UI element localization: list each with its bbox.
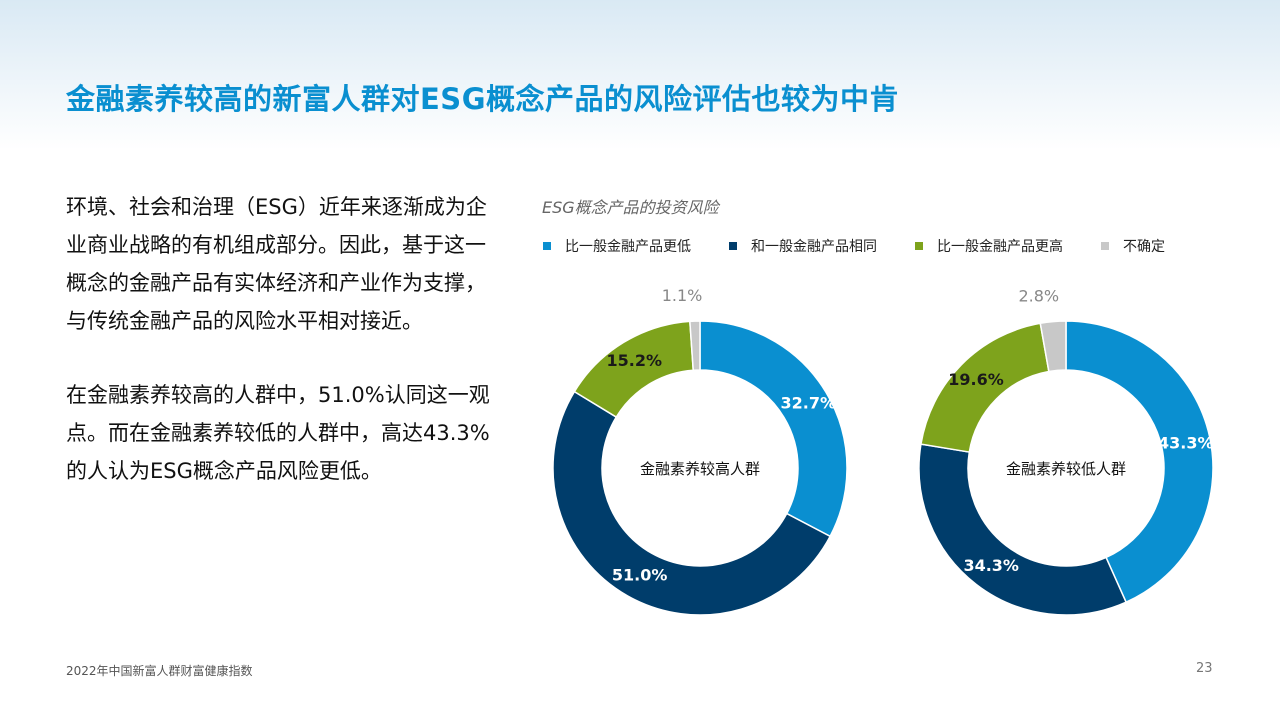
donut-chart-1: 32.7% 51.0% 15.2% 1.1% 金融素养较高人群 bbox=[552, 286, 848, 616]
donut-chart-2: 43.3% 34.3% 19.6% 2.8% 金融素养较低人群 bbox=[918, 287, 1214, 616]
donut-center-label: 金融素养较高人群 bbox=[640, 460, 760, 478]
page-number: 23 bbox=[1196, 661, 1213, 676]
chart-title: ESG概念产品的投资风险 bbox=[542, 198, 719, 217]
legend-label-same: 和一般金融产品相同 bbox=[751, 239, 877, 255]
donut-label-higher: 15.2% bbox=[606, 351, 662, 370]
donut-slice-unsure bbox=[689, 320, 701, 372]
donut-charts: 32.7% 51.0% 15.2% 1.1% 金融素养较高人群 43.3% 34.3% 19.… bbox=[552, 286, 1214, 616]
page-title: 金融素养较高的新富人群对ESG概念产品的风险评估也较为中肯 bbox=[66, 82, 900, 116]
footer-source: 2022年中国新富人群财富健康指数 bbox=[66, 664, 253, 678]
legend-swatch-lower bbox=[543, 242, 551, 250]
body-text: 环境、社会和治理（ESG）近年来逐渐成为企业商业战略的有机组成部分。因此，基于这… bbox=[66, 188, 506, 526]
legend-label-higher: 比一般金融产品更高 bbox=[937, 239, 1063, 255]
donut-label-unsure: 2.8% bbox=[1018, 287, 1059, 306]
chart-legend: 比一般金融产品更低 和一般金融产品相同 比一般金融产品更高 不确定 bbox=[543, 236, 1165, 256]
donut-slice-lower bbox=[1065, 320, 1214, 604]
legend-swatch-unsure bbox=[1101, 242, 1109, 250]
donut-slice-same bbox=[552, 390, 832, 616]
donut-label-higher: 19.6% bbox=[948, 370, 1004, 389]
legend-item-higher: 比一般金融产品更高 bbox=[915, 236, 1063, 256]
legend-item-unsure: 不确定 bbox=[1101, 236, 1165, 256]
legend-swatch-same bbox=[729, 242, 737, 250]
donut-label-lower: 32.7% bbox=[781, 394, 837, 413]
legend-swatch-higher bbox=[915, 242, 923, 250]
legend-label-unsure: 不确定 bbox=[1123, 239, 1165, 255]
legend-item-same: 和一般金融产品相同 bbox=[729, 236, 877, 256]
legend-label-lower: 比一般金融产品更低 bbox=[565, 239, 691, 255]
donut-label-lower: 43.3% bbox=[1158, 433, 1214, 452]
body-paragraph-2: 在金融素养较高的人群中，51.0%认同这一观点。而在金融素养较低的人群中，高达4… bbox=[66, 383, 490, 483]
donut-slice-unsure bbox=[1039, 320, 1067, 373]
donut-label-same: 51.0% bbox=[612, 566, 668, 585]
donut-label-same: 34.3% bbox=[963, 556, 1019, 575]
donut-slice-same bbox=[918, 443, 1128, 616]
donut-label-unsure: 1.1% bbox=[662, 286, 703, 305]
donut-slice-lower bbox=[699, 320, 848, 538]
header-band bbox=[0, 0, 1280, 150]
body-paragraph-1: 环境、社会和治理（ESG）近年来逐渐成为企业商业战略的有机组成部分。因此，基于这… bbox=[66, 195, 487, 333]
legend-item-lower: 比一般金融产品更低 bbox=[543, 236, 691, 256]
donut-center-label: 金融素养较低人群 bbox=[1006, 460, 1126, 478]
